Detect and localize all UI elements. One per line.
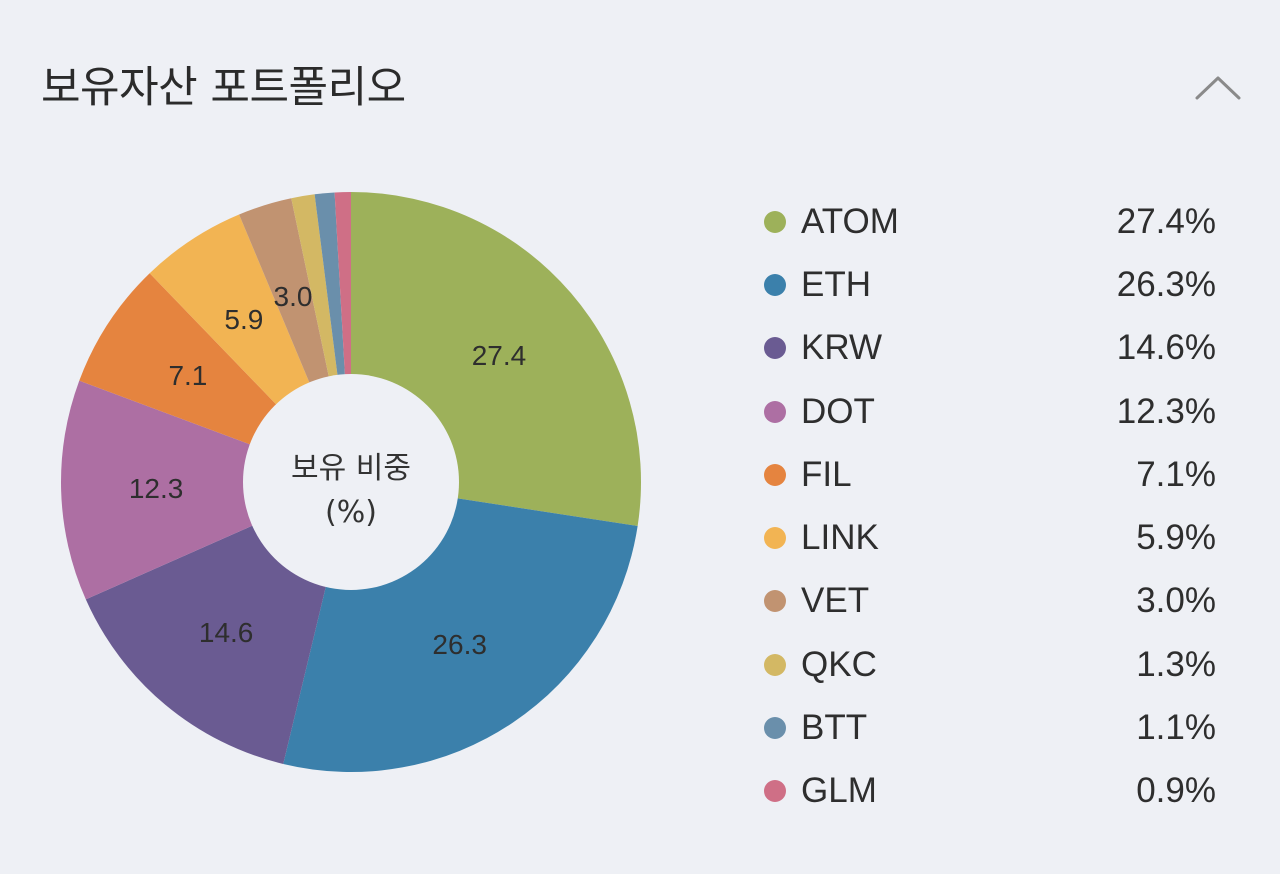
legend-value: 0.9% — [1136, 771, 1216, 811]
legend-value: 26.3% — [1116, 264, 1216, 304]
legend-value: 1.1% — [1136, 708, 1216, 748]
donut-center-title: 보유 비중 — [291, 451, 411, 486]
legend-color-dot-icon — [764, 273, 786, 296]
legend-item[interactable]: QKC 1.3% — [760, 633, 1220, 696]
slice-value-label: 12.3 — [129, 473, 184, 504]
legend-item[interactable]: LINK 5.9% — [760, 506, 1220, 569]
legend-label: LINK — [801, 518, 879, 558]
chart-legend: ATOM 27.4% ETH 26.3% KRW 14.6% DOT 12.3% FIL… — [760, 190, 1220, 823]
legend-value: 5.9% — [1136, 518, 1216, 558]
donut-hole — [243, 374, 459, 590]
legend-item[interactable]: GLM 0.9% — [760, 760, 1220, 823]
legend-item[interactable]: BTT 1.1% — [760, 696, 1220, 759]
legend-label: QKC — [801, 644, 877, 684]
donut-chart: 27.4 26.3 14.6 12.3 7.1 5.9 3.0 보유 비중 (%) — [60, 192, 641, 773]
legend-label: FIL — [801, 454, 852, 494]
legend-color-dot-icon — [764, 337, 786, 360]
legend-color-dot-icon — [764, 653, 786, 676]
legend-label: BTT — [801, 708, 868, 748]
legend-color-dot-icon — [764, 463, 786, 486]
legend-color-dot-icon — [764, 527, 786, 550]
legend-label: GLM — [801, 771, 877, 811]
legend-label: KRW — [801, 328, 883, 368]
legend-label: VET — [801, 581, 870, 621]
legend-item[interactable]: FIL 7.1% — [760, 443, 1220, 506]
legend-value: 3.0% — [1136, 581, 1216, 621]
chevron-up-icon — [1195, 76, 1241, 100]
legend-value: 7.1% — [1136, 454, 1216, 494]
slice-value-label: 14.6 — [199, 617, 254, 648]
legend-color-dot-icon — [764, 590, 786, 613]
legend-value: 12.3% — [1116, 391, 1216, 431]
legend-value: 1.3% — [1136, 644, 1216, 684]
legend-color-dot-icon — [764, 210, 786, 233]
legend-item[interactable]: DOT 12.3% — [760, 380, 1220, 443]
legend-label: ETH — [801, 264, 871, 304]
legend-item[interactable]: ETH 26.3% — [760, 253, 1220, 316]
slice-value-label: 27.4 — [472, 340, 527, 371]
legend-item[interactable]: KRW 14.6% — [760, 317, 1220, 380]
collapse-button[interactable] — [1190, 68, 1246, 112]
legend-item[interactable]: VET 3.0% — [760, 570, 1220, 633]
legend-value: 27.4% — [1116, 201, 1216, 241]
slice-value-label: 3.0 — [274, 281, 313, 312]
donut-center-unit: (%) — [325, 495, 377, 530]
page-title: 보유자산 포트폴리오 — [41, 63, 406, 113]
donut-chart-svg: 27.4 26.3 14.6 12.3 7.1 5.9 3.0 보유 비중 (%) — [60, 192, 641, 773]
legend-label: DOT — [801, 391, 875, 431]
legend-color-dot-icon — [764, 400, 786, 423]
legend-color-dot-icon — [764, 717, 786, 740]
slice-value-label: 7.1 — [168, 360, 207, 391]
slice-value-label: 26.3 — [432, 629, 487, 660]
legend-item[interactable]: ATOM 27.4% — [760, 190, 1220, 253]
slice-value-label: 5.9 — [224, 304, 263, 335]
legend-value: 14.6% — [1116, 328, 1216, 368]
legend-label: ATOM — [801, 201, 899, 241]
pie-slice-dot[interactable] — [60, 380, 352, 600]
legend-color-dot-icon — [764, 780, 786, 803]
